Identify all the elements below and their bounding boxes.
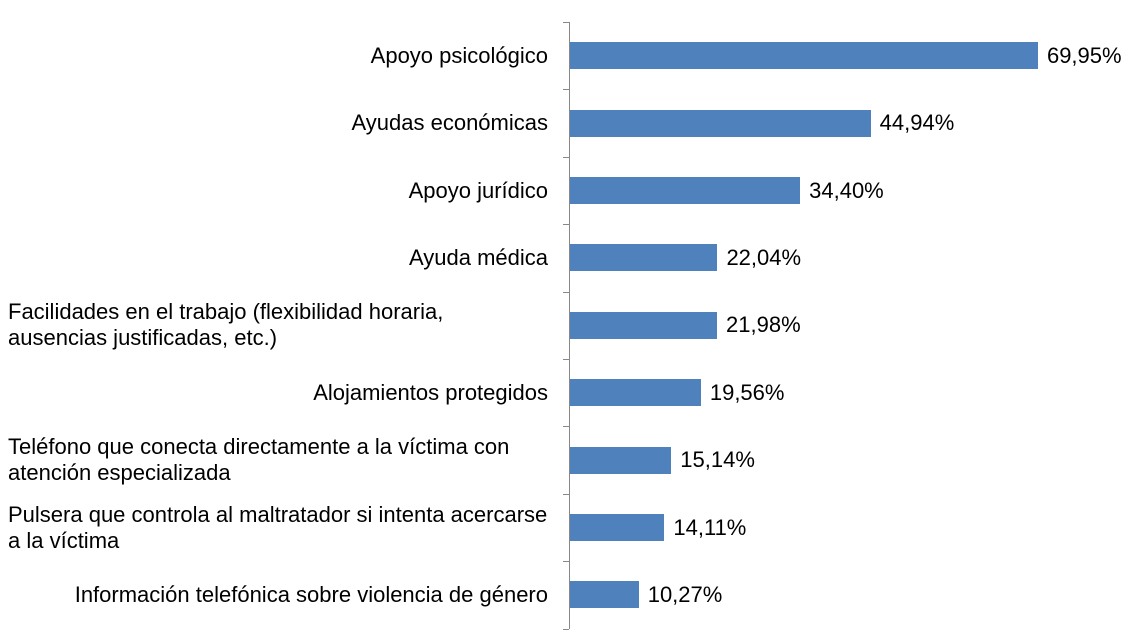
category-label: Teléfono que conecta directamente a la v…: [8, 434, 548, 486]
axis-tick: [563, 426, 569, 428]
category-text: Teléfono que conecta directamente a la v…: [8, 434, 510, 486]
axis-tick: [563, 224, 569, 226]
category-text: Pulsera que controla al maltratador si i…: [8, 501, 548, 553]
bar: [570, 244, 718, 272]
value-label: 44,94%: [879, 110, 955, 136]
value-label: 10,27%: [647, 581, 723, 607]
bar: [570, 581, 639, 609]
value-label: 69,95%: [1046, 42, 1122, 68]
category-text: Ayuda médica: [408, 244, 548, 270]
axis-tick: [563, 493, 569, 495]
category-label: Pulsera que controla al maltratador si i…: [8, 502, 548, 554]
value-label: 14,11%: [673, 514, 747, 540]
category-label: Apoyo psicológico: [371, 43, 548, 69]
bar: [570, 42, 1038, 70]
category-label: Alojamientos protegidos: [313, 380, 548, 406]
category-text: Ayudas económicas: [351, 110, 549, 136]
category-text: Información telefónica sobre violencia d…: [74, 581, 548, 607]
value-label: 34,40%: [809, 177, 884, 203]
value-label: 21,98%: [726, 312, 801, 338]
category-text: Facilidades en el trabajo (flexibilidad …: [8, 299, 444, 351]
value-label: 15,14%: [680, 447, 755, 473]
category-label: Apoyo jurídico: [409, 178, 548, 204]
bar: [570, 109, 871, 137]
value-label: 22,04%: [726, 244, 802, 270]
category-text: Apoyo psicológico: [370, 42, 548, 68]
category-label: Ayudas económicas: [352, 110, 549, 136]
category-axis: [569, 22, 570, 629]
category-label: Información telefónica sobre violencia d…: [75, 582, 548, 608]
axis-tick: [563, 89, 569, 91]
bar: [570, 446, 672, 474]
category-text: Alojamientos protegidos: [313, 379, 548, 405]
bar: [570, 379, 701, 407]
axis-tick: [563, 628, 569, 630]
category-label: Ayuda médica: [409, 245, 548, 271]
axis-tick: [563, 22, 569, 23]
category-label: Facilidades en el trabajo (flexibilidad …: [8, 299, 548, 351]
axis-tick: [563, 156, 569, 158]
axis-tick: [563, 359, 569, 360]
bar: [570, 311, 718, 339]
bar: [570, 514, 665, 541]
axis-tick: [563, 291, 569, 293]
bar: [570, 177, 801, 204]
category-text: Apoyo jurídico: [408, 177, 548, 203]
axis-tick: [563, 561, 569, 563]
value-label: 19,56%: [709, 379, 785, 405]
